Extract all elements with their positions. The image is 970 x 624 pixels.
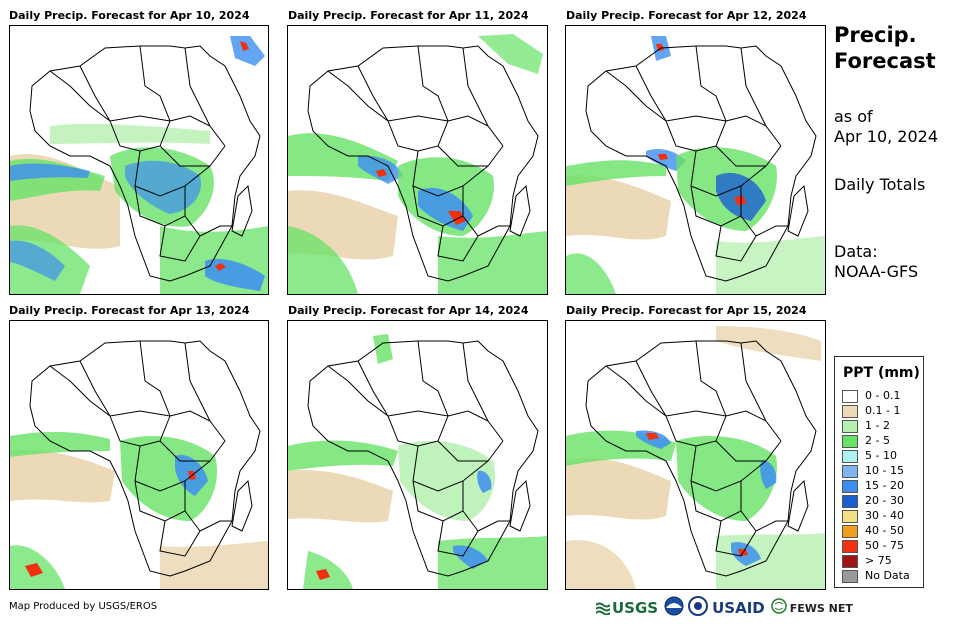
precip-map-apr14	[288, 321, 547, 589]
legend: PPT (mm) 0 - 0.1 0.1 - 1 1 - 2 2 - 5 5 - 10 1…	[834, 356, 924, 588]
legend-swatch	[842, 404, 858, 418]
legend-label: 0.1 - 1	[865, 404, 901, 417]
map-credit: Map Produced by USGS/EROS	[9, 601, 158, 612]
sidebar-title: Precip. Forecast	[834, 22, 936, 74]
logo-bar: USGS USAID FEWS NET	[596, 596, 853, 620]
fewsnet-logo-text: FEWS NET	[789, 601, 853, 615]
legend-swatch	[842, 569, 858, 583]
map-apr10	[9, 25, 269, 295]
fewsnet-globe-icon	[770, 598, 787, 618]
map-apr13	[9, 320, 269, 590]
sidebar-data-line2: NOAA-GFS	[834, 262, 919, 281]
map-apr12	[565, 25, 826, 295]
precip-map-apr13	[10, 321, 268, 589]
panel-title-apr14: Daily Precip. Forecast for Apr 14, 2024	[288, 304, 529, 317]
usgs-wave-icon	[596, 602, 610, 615]
legend-label: 10 - 15	[865, 464, 904, 477]
precip-map-apr12	[566, 26, 825, 294]
legend-label: 2 - 5	[865, 434, 890, 447]
legend-label: 0 - 0.1	[865, 389, 901, 402]
legend-swatch	[842, 389, 858, 403]
legend-row: > 75	[842, 554, 892, 568]
legend-label: 5 - 10	[865, 449, 897, 462]
map-apr15	[565, 320, 826, 590]
legend-row: 20 - 30	[842, 494, 904, 508]
legend-row: 0 - 0.1	[842, 389, 900, 403]
legend-swatch	[842, 464, 858, 478]
panel-title-apr13: Daily Precip. Forecast for Apr 13, 2024	[9, 304, 250, 317]
legend-row: 30 - 40	[842, 509, 904, 523]
map-apr11	[287, 25, 548, 295]
legend-row: 2 - 5	[842, 434, 890, 448]
commerce-logo-icon	[688, 596, 709, 620]
legend-row: 5 - 10	[842, 449, 897, 463]
panel-title-apr11: Daily Precip. Forecast for Apr 11, 2024	[288, 9, 529, 22]
legend-swatch	[842, 419, 858, 433]
legend-swatch	[842, 479, 858, 493]
legend-label: 30 - 40	[865, 509, 904, 522]
panel-title-apr15: Daily Precip. Forecast for Apr 15, 2024	[566, 304, 807, 317]
sidebar-data-source: Data: NOAA-GFS	[834, 242, 918, 282]
legend-row: 1 - 2	[842, 419, 890, 433]
legend-swatch	[842, 434, 858, 448]
legend-swatch	[842, 554, 858, 568]
legend-swatch	[842, 539, 858, 553]
precip-map-apr15	[566, 321, 825, 589]
panel-title-apr10: Daily Precip. Forecast for Apr 10, 2024	[9, 9, 250, 22]
sidebar-data-line1: Data:	[834, 242, 878, 261]
legend-label: 1 - 2	[865, 419, 890, 432]
legend-label: > 75	[865, 554, 892, 567]
legend-label: 15 - 20	[865, 479, 904, 492]
usaid-logo-text: USAID	[712, 599, 765, 617]
legend-label: 20 - 30	[865, 494, 904, 507]
legend-row: No Data	[842, 569, 910, 583]
legend-row: 50 - 75	[842, 539, 904, 553]
legend-label: No Data	[865, 569, 910, 582]
legend-swatch	[842, 449, 858, 463]
usgs-logo: USGS	[596, 599, 658, 617]
legend-row: 15 - 20	[842, 479, 904, 493]
panel-title-apr12: Daily Precip. Forecast for Apr 12, 2024	[566, 9, 807, 22]
legend-swatch	[842, 494, 858, 508]
sidebar-title-line1: Precip.	[834, 23, 917, 47]
legend-label: 40 - 50	[865, 524, 904, 537]
legend-label: 50 - 75	[865, 539, 904, 552]
sidebar-title-line2: Forecast	[834, 49, 936, 73]
sidebar-asof: as of Apr 10, 2024	[834, 107, 938, 147]
legend-row: 10 - 15	[842, 464, 904, 478]
legend-row: 0.1 - 1	[842, 404, 900, 418]
noaa-logo-icon	[664, 596, 684, 620]
usgs-logo-text: USGS	[612, 599, 659, 617]
legend-title: PPT (mm)	[843, 365, 920, 381]
precip-map-apr10	[10, 26, 268, 294]
legend-row: 40 - 50	[842, 524, 904, 538]
legend-swatch	[842, 509, 858, 523]
sidebar-asof-line1: as of	[834, 107, 873, 126]
precip-map-apr11	[288, 26, 547, 294]
legend-swatch	[842, 524, 858, 538]
map-apr14	[287, 320, 548, 590]
sidebar-totals: Daily Totals	[834, 175, 926, 194]
sidebar-asof-line2: Apr 10, 2024	[834, 127, 939, 146]
